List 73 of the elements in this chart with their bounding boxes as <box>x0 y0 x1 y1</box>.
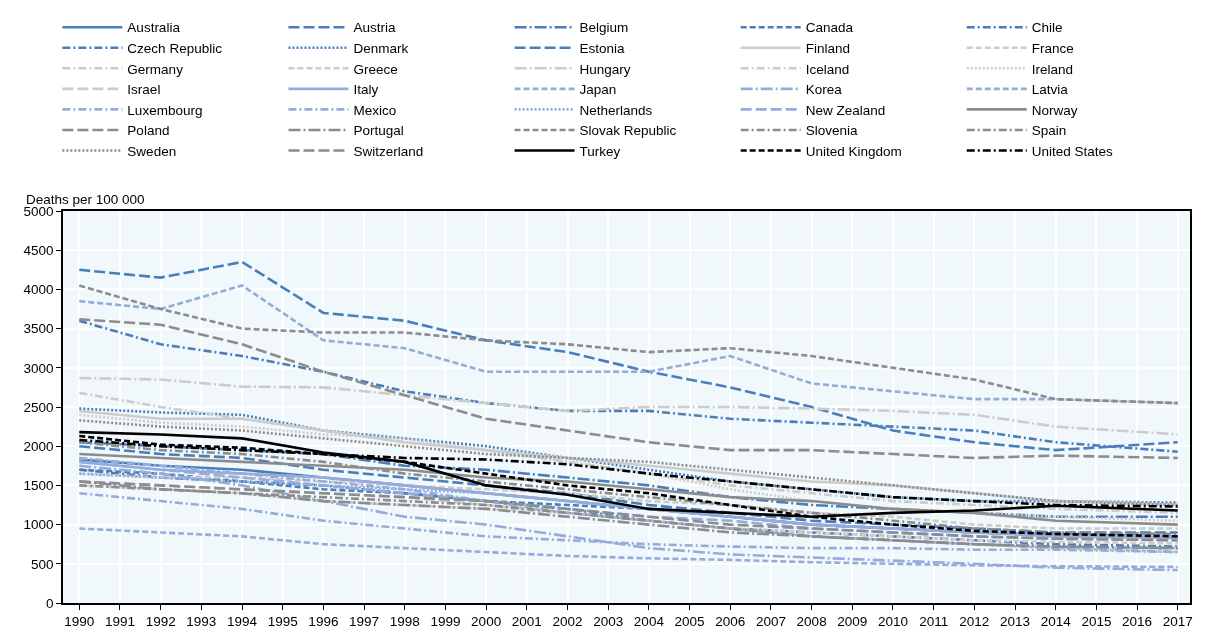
x-tick-label: 2003 <box>593 613 624 629</box>
legend-label: Spain <box>1031 123 1067 139</box>
legend-label: New Zealand <box>805 102 886 118</box>
y-tick-label: 1500 <box>23 478 54 494</box>
legend-label: Finland <box>805 41 850 57</box>
legend-label: Latvia <box>1031 82 1069 98</box>
y-tick-label: 4000 <box>23 282 54 298</box>
x-tick-label: 2016 <box>1122 613 1153 629</box>
x-tick-label: 2007 <box>755 613 786 629</box>
legend-label: Italy <box>353 82 379 98</box>
y-tick-label: 2000 <box>23 438 54 454</box>
legend-label: Israel <box>127 82 161 98</box>
x-tick-label: 1993 <box>186 613 217 629</box>
x-tick-label: 2002 <box>552 613 583 629</box>
x-tick-label: 2009 <box>837 613 868 629</box>
legend-label: Germany <box>127 61 184 77</box>
legend-label: Switzerland <box>353 143 424 159</box>
legend-label: Korea <box>805 82 843 98</box>
legend-label: Belgium <box>579 20 629 36</box>
legend-label: Netherlands <box>579 102 653 118</box>
x-tick-label: 2017 <box>1162 613 1193 629</box>
x-tick-label: 2006 <box>715 613 746 629</box>
legend-label: Canada <box>805 20 854 36</box>
x-tick-label: 2000 <box>471 613 502 629</box>
x-tick-label: 2004 <box>633 613 665 629</box>
x-tick-label: 1998 <box>389 613 420 629</box>
y-tick-label: 3500 <box>23 321 54 337</box>
x-tick-label: 2013 <box>1000 613 1031 629</box>
legend-label: Sweden <box>127 143 177 159</box>
legend-label: Slovak Republic <box>579 123 677 139</box>
x-tick-label: 2014 <box>1040 613 1072 629</box>
x-tick-label: 1991 <box>104 613 135 629</box>
x-tick-label: 1999 <box>430 613 461 629</box>
y-tick-label: 1000 <box>23 517 54 533</box>
x-tick-label: 2011 <box>919 613 949 629</box>
y-tick-label: 3000 <box>23 360 54 376</box>
y-tick-label: 2500 <box>23 399 54 415</box>
x-tick-label: 1997 <box>349 613 380 629</box>
legend-label: France <box>1031 41 1074 57</box>
x-tick-label: 1994 <box>227 613 258 629</box>
legend-label: Portugal <box>353 123 404 139</box>
x-tick-label: 2005 <box>674 613 705 629</box>
x-tick-label: 2012 <box>959 613 990 629</box>
x-tick-label: 2008 <box>796 613 827 629</box>
legend-label: Poland <box>127 123 170 139</box>
legend-label: Czech Republic <box>127 41 223 57</box>
x-tick-label: 1996 <box>308 613 339 629</box>
x-tick-label: 1990 <box>64 613 95 629</box>
legend-label: United States <box>1031 143 1114 159</box>
legend-label: United Kingdom <box>805 143 902 159</box>
x-tick-label: 2010 <box>877 613 909 629</box>
y-tick-label: 0 <box>46 595 54 611</box>
legend-label: Denmark <box>353 41 409 57</box>
x-tick-label: 1995 <box>267 613 298 629</box>
legend-label: Japan <box>579 82 617 98</box>
y-tick-label: 4500 <box>23 242 54 258</box>
legend-label: Estonia <box>579 41 626 57</box>
x-tick-label: 1992 <box>145 613 176 629</box>
legend-label: Chile <box>1031 20 1063 36</box>
legend-label: Norway <box>1031 102 1078 118</box>
legend-label: Hungary <box>579 61 631 77</box>
legend-label: Greece <box>353 61 398 77</box>
legend-label: Turkey <box>579 143 621 159</box>
legend-label: Luxembourg <box>127 102 203 118</box>
legend-label: Mexico <box>353 102 397 118</box>
legend-label: Ireland <box>1031 61 1074 77</box>
legend-label: Slovenia <box>805 123 858 139</box>
x-tick-label: 2015 <box>1081 613 1112 629</box>
x-tick-label: 2001 <box>511 613 542 629</box>
legend-label: Iceland <box>805 61 850 77</box>
legend-label: Australia <box>127 20 181 36</box>
legend-label: Austria <box>353 20 396 36</box>
y-tick-label: 500 <box>31 556 54 572</box>
